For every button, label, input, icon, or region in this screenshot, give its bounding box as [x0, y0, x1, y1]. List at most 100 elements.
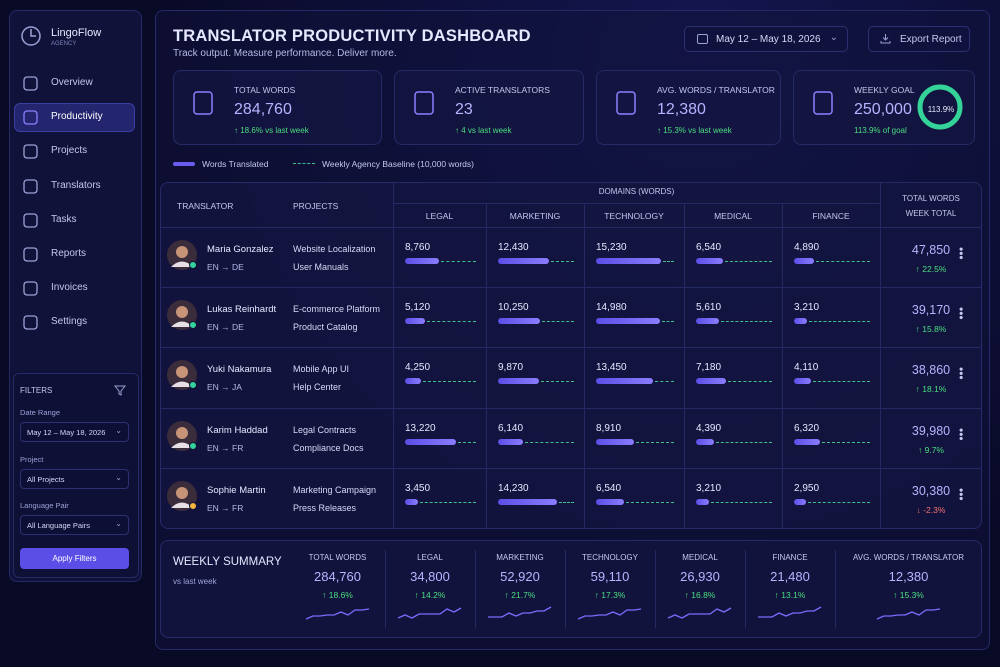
word-bar [794, 258, 815, 264]
nav-item[interactable]: Reports [51, 248, 87, 259]
row-menu[interactable]: ••• [954, 247, 968, 260]
word-bar [498, 498, 557, 505]
summary-divider [475, 550, 476, 628]
apply-button[interactable]: Apply Filters [20, 548, 129, 569]
kpi-label: ACTIVE TRANSLATORS [455, 85, 550, 95]
export-button[interactable]: Export Report [868, 26, 970, 52]
baseline-dash [716, 441, 772, 443]
baseline-dash [721, 321, 772, 323]
nav-icon [23, 315, 38, 331]
table-hline [160, 287, 982, 289]
baseline-dash [662, 261, 674, 262]
avatar-body [171, 442, 193, 448]
baseline-dash [525, 441, 574, 443]
summary-divider [385, 550, 386, 628]
th: FINANCE [812, 211, 850, 221]
nav-icon-shape [23, 315, 38, 331]
kpi-value: 12,380 [657, 101, 706, 118]
th: TECHNOLOGY [604, 211, 664, 221]
baseline-dash [551, 261, 574, 262]
baseline-dash [635, 441, 674, 443]
nav-item[interactable]: Projects [51, 145, 88, 157]
filter-select[interactable]: May 12 – May 18, 2026 ⌄ [20, 422, 129, 442]
word-bar [696, 258, 723, 264]
sparkline-path [488, 606, 552, 618]
status-dot [189, 441, 197, 450]
sparkline-path [305, 608, 369, 620]
word-bar [794, 318, 808, 325]
nav-item[interactable]: Translators [51, 179, 101, 191]
row-menu[interactable]: ••• [954, 307, 968, 320]
nav-item[interactable]: Invoices [51, 282, 88, 294]
word-bar [498, 438, 524, 445]
avatar-body [171, 261, 193, 267]
status-dot [189, 501, 197, 510]
chevron: ⌄ [115, 426, 122, 435]
row-change: ↑ 22.5% [915, 264, 947, 274]
date-text: May 12 – May 18, 2026 [716, 34, 821, 45]
kpi-card: WEEKLY GOAL 250,000 113.9% of goal 113.9% [793, 70, 975, 145]
baseline-dash [661, 321, 674, 323]
kpi-label: WEEKLY GOAL [854, 85, 915, 95]
filter-label: Date Range [20, 408, 61, 417]
ring-progress [917, 84, 963, 130]
kpi-card: AVG. WORDS / TRANSLATOR 12,380 ↑ 15.3% vs … [596, 70, 781, 145]
summary-divider [565, 550, 566, 628]
word-count: 4,110 [794, 362, 819, 374]
sparkline [758, 606, 822, 618]
baseline-dash [711, 501, 772, 503]
nav-item[interactable]: Overview [51, 77, 93, 88]
project: Mobile App UI [293, 364, 350, 375]
baseline-dash [423, 381, 476, 383]
logo-hand [30, 29, 36, 37]
project: Marketing Campaign [293, 484, 377, 495]
language-pair: EN → JA [207, 382, 242, 393]
summary-value: 52,920 [500, 569, 540, 584]
word-count: 4,890 [794, 242, 820, 253]
export-icon [880, 34, 891, 44]
row-menu[interactable]: ••• [954, 427, 968, 441]
sparkline-path [667, 607, 732, 619]
nav-item[interactable]: Tasks [51, 213, 77, 225]
row-change: ↓ -2.3% [916, 504, 946, 515]
filter-value: All Language Pairs [27, 521, 90, 530]
export-text: Export Report [900, 34, 962, 45]
avatar-head [176, 426, 188, 439]
filter-select[interactable]: All Language Pairs ⌄ [20, 515, 129, 535]
kpi-icon-shape [193, 91, 213, 115]
date-picker[interactable]: May 12 – May 18, 2026 ⌄ [684, 26, 848, 52]
row-change: ↑ 9.7% [918, 444, 944, 455]
sparkline [488, 606, 552, 618]
project: E-commerce Platform [293, 304, 381, 315]
avatar-head [176, 366, 188, 379]
row-menu[interactable]: ••• [954, 487, 968, 501]
nav-icon-shape [23, 247, 38, 262]
nav-item[interactable]: Settings [51, 316, 88, 328]
logo-ring [21, 26, 41, 46]
baseline-dash [816, 261, 870, 262]
word-bar [794, 498, 807, 505]
nav-icon [23, 110, 38, 125]
kpi-label: AVG. WORDS / TRANSLATOR [657, 85, 775, 95]
project: Help Center [293, 382, 342, 393]
nav-icon [23, 213, 38, 228]
nav-icon [23, 144, 38, 160]
project: Product Catalog [293, 322, 358, 333]
chevron: ⌄ [115, 519, 122, 528]
page-subtitle: Track output. Measure performance. Deliv… [173, 48, 397, 59]
row-total: 38,860 [911, 363, 951, 378]
nav-item[interactable]: Productivity [51, 111, 103, 123]
word-bar [405, 438, 456, 445]
kpi-label: TOTAL WORDS [234, 85, 296, 95]
calendar-icon [697, 34, 708, 44]
nav-icon [23, 247, 38, 262]
word-bar [498, 258, 550, 264]
filter-select[interactable]: All Projects ⌄ [20, 468, 129, 489]
th: PROJECTS [293, 201, 339, 211]
project: Website Localization [293, 244, 376, 254]
word-count: 15,230 [596, 242, 627, 253]
row-menu[interactable]: ••• [954, 367, 968, 380]
translator-name: Yuki Nakamura [207, 364, 272, 376]
summary-label: TOTAL WORDS [308, 553, 367, 562]
table-hline [160, 227, 982, 228]
